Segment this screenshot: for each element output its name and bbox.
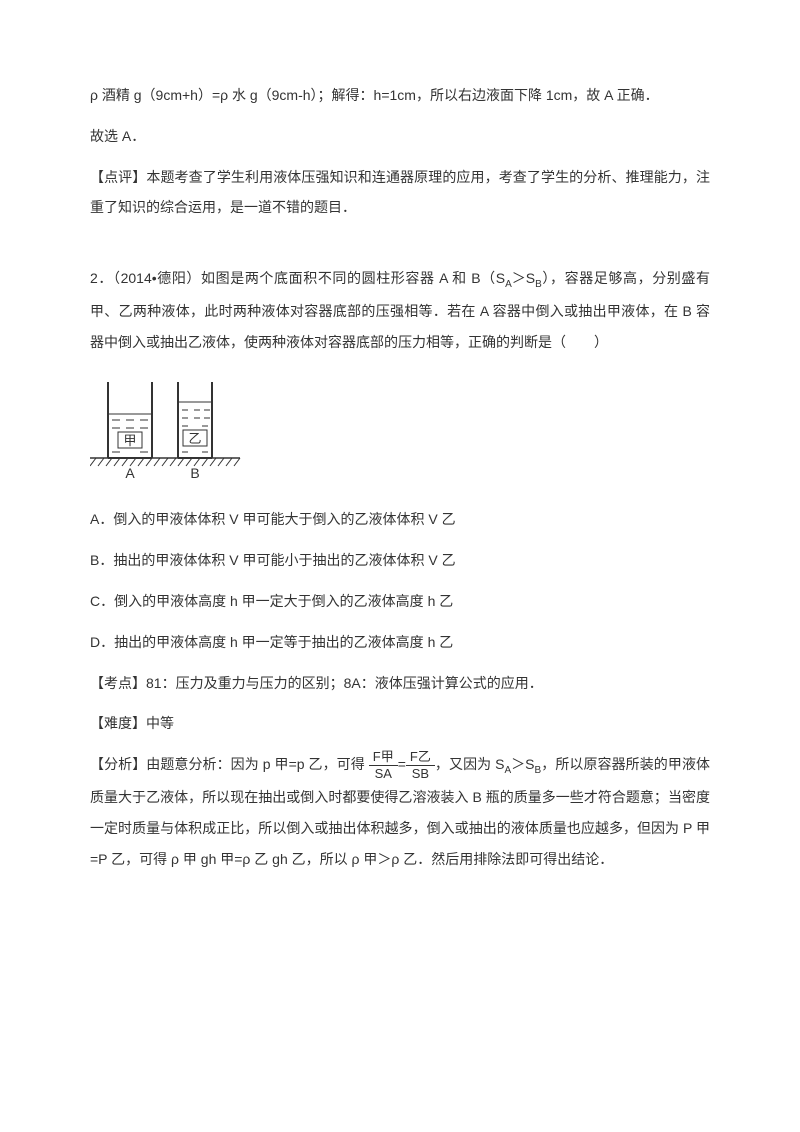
fenxi: 【分析】由题意分析：因为 p 甲=p 乙，可得 F甲 SA = F乙 SB ，又… — [90, 749, 710, 874]
q-text-2: ＞S — [512, 270, 535, 286]
container-b: 乙 — [178, 382, 212, 458]
option-b: B．抽出的甲液体体积 V 甲可能小于抽出的乙液体体积 V 乙 — [90, 545, 710, 576]
fraction-1: F甲 SA — [369, 749, 398, 781]
frac2-num: F乙 — [406, 749, 435, 766]
page-content: ρ 酒精 g（9cm+h）=ρ 水 g（9cm-h）；解得：h=1cm，所以右边… — [0, 0, 800, 944]
option-d: D．抽出的甲液体高度 h 甲一定等于抽出的乙液体高度 h 乙 — [90, 627, 710, 658]
fx-mid: ，又因为 S — [435, 756, 505, 772]
container-a: 甲 — [108, 382, 152, 458]
fx-pre: 【分析】由题意分析：因为 p 甲=p 乙，可得 — [90, 756, 365, 772]
solution-equation: ρ 酒精 g（9cm+h）=ρ 水 g（9cm-h）；解得：h=1cm，所以右边… — [90, 80, 710, 111]
fx-mid2: ＞S — [511, 756, 534, 772]
kaodian: 【考点】81：压力及重力与压力的区别；8A：液体压强计算公式的应用． — [90, 668, 710, 699]
liquid-a-label: 甲 — [123, 433, 136, 448]
fraction-2: F乙 SB — [406, 749, 435, 781]
fx-eq: = — [398, 756, 406, 772]
liquid-b-label: 乙 — [188, 431, 201, 446]
frac1-den: SA — [369, 766, 398, 782]
frac1-num: F甲 — [369, 749, 398, 766]
question-stem: 2．（2014•德阳）如图是两个底面积不同的圆柱形容器 A 和 B（SA＞SB）… — [90, 263, 710, 357]
answer-line: 故选 A． — [90, 121, 710, 152]
container-b-label: B — [190, 465, 199, 480]
subscript-a: A — [505, 279, 512, 290]
fx-after: ，所以原容器所装的甲液体质量大于乙液体，所以现在抽出或倒入时都要使得乙溶液装入 … — [90, 756, 710, 866]
comment-para: 【点评】本题考查了学生利用液体压强知识和连通器原理的应用，考查了学生的分析、推理… — [90, 162, 710, 224]
q-text-1: 2．（2014•德阳）如图是两个底面积不同的圆柱形容器 A 和 B（S — [90, 270, 505, 286]
subscript-b: B — [535, 279, 542, 290]
diagram-svg: 甲 — [90, 370, 250, 480]
option-c: C．倒入的甲液体高度 h 甲一定大于倒入的乙液体高度 h 乙 — [90, 586, 710, 617]
nandu: 【难度】中等 — [90, 708, 710, 739]
container-a-label: A — [125, 465, 135, 480]
spacer — [90, 233, 710, 263]
frac2-den: SB — [406, 766, 435, 782]
container-diagram: 甲 — [90, 370, 710, 491]
option-a: A．倒入的甲液体体积 V 甲可能大于倒入的乙液体体积 V 乙 — [90, 504, 710, 535]
